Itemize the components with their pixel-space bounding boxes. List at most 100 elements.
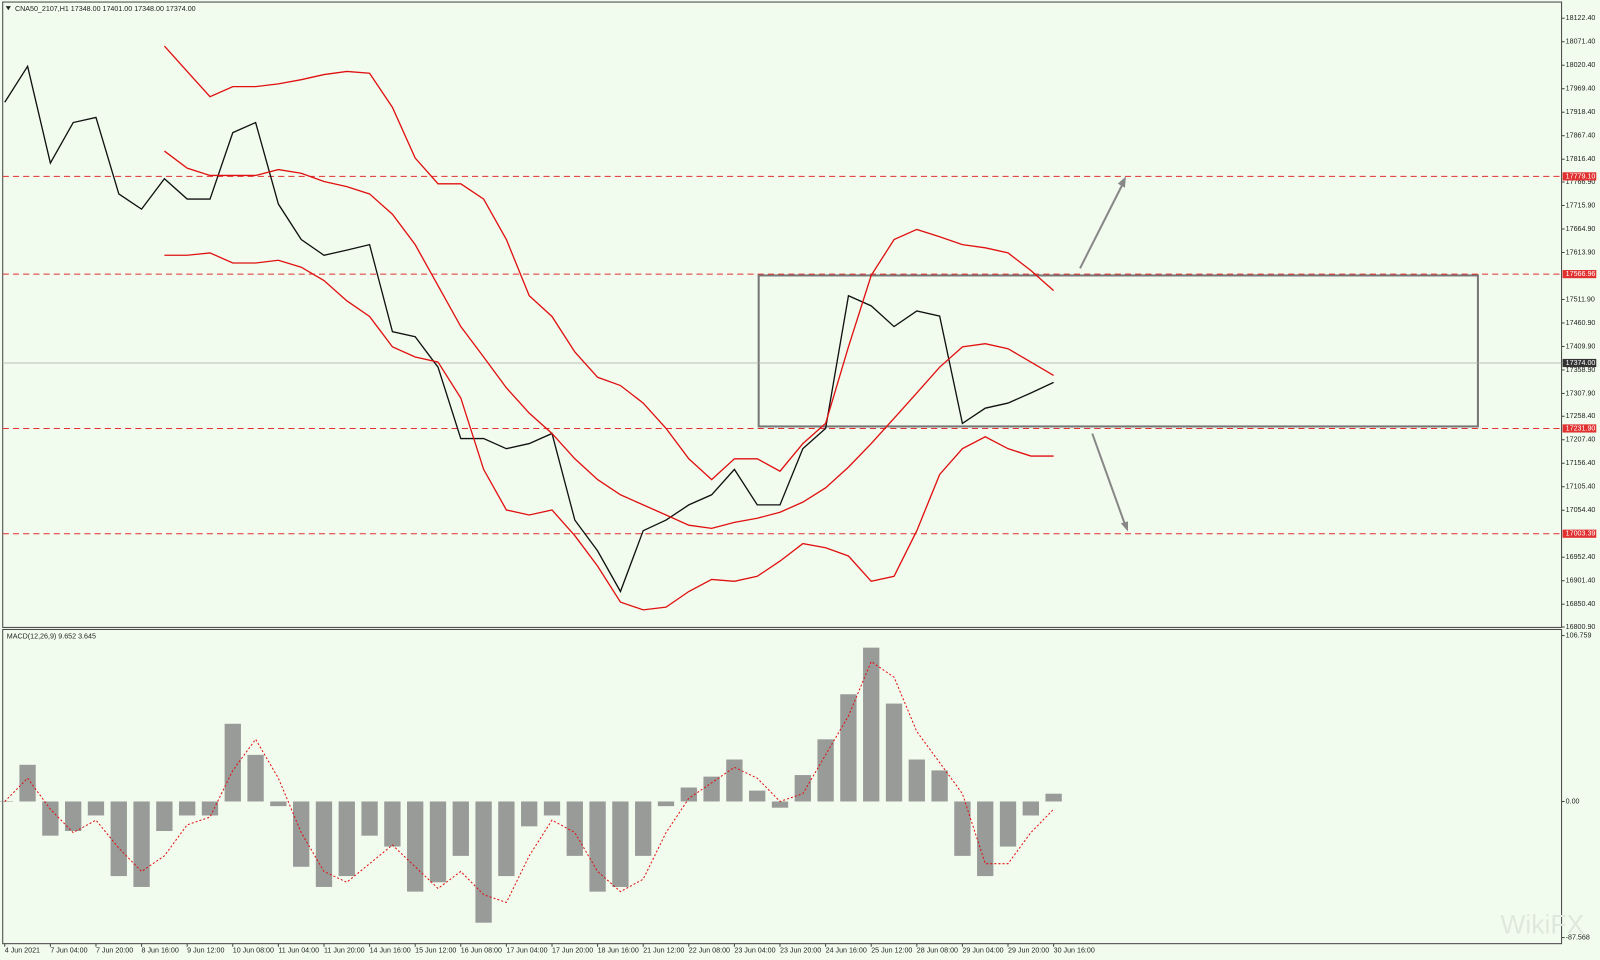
macd-bar bbox=[657, 801, 675, 807]
series-line bbox=[4, 660, 1054, 904]
x-tick-label: 7 Jun 20:00 bbox=[96, 947, 133, 955]
y-tick-label: 17766.90 bbox=[1566, 178, 1596, 186]
x-tick-label: 8 Jun 16:00 bbox=[142, 947, 179, 955]
macd-bar bbox=[612, 801, 629, 887]
macd-bar bbox=[840, 694, 857, 802]
x-tick-label: 28 Jun 08:00 bbox=[917, 947, 958, 955]
y-tick-label: 17156.40 bbox=[1566, 459, 1596, 467]
y-tick-label: 18071.40 bbox=[1566, 38, 1596, 46]
x-tick-label: 15 Jun 12:00 bbox=[415, 947, 456, 955]
x-tick-label: 7 Jun 04:00 bbox=[50, 947, 87, 955]
x-tick-label: 11 Jun 04:00 bbox=[278, 947, 319, 955]
x-tick-label: 23 Jun 04:00 bbox=[734, 947, 775, 955]
arrow-down bbox=[1091, 433, 1126, 525]
y-tick-label: 106.759 bbox=[1566, 631, 1592, 639]
macd-bar bbox=[999, 801, 1017, 847]
macd-bar bbox=[635, 801, 652, 856]
macd-bar bbox=[0, 801, 13, 802]
macd-bar bbox=[87, 801, 105, 816]
macd-bar bbox=[931, 770, 948, 802]
y-tick-label: 17613.90 bbox=[1566, 248, 1596, 256]
macd-bar bbox=[315, 801, 333, 887]
y-tick-label: 16901.40 bbox=[1566, 577, 1596, 585]
macd-bar bbox=[65, 801, 82, 832]
macd-bar bbox=[429, 801, 447, 883]
y-tick-label: 17105.40 bbox=[1566, 483, 1596, 491]
x-tick-label: 21 Jun 12:00 bbox=[643, 947, 684, 955]
macd-bar bbox=[680, 787, 697, 802]
y-tick-label: 17054.40 bbox=[1566, 506, 1596, 514]
x-tick-label: 29 Jun 20:00 bbox=[1008, 947, 1049, 955]
macd-frame bbox=[2, 628, 1563, 945]
x-tick-label: 17 Jun 20:00 bbox=[552, 947, 593, 955]
y-tick-label: 18122.40 bbox=[1566, 14, 1596, 22]
watermark: WikiFX bbox=[1500, 909, 1584, 939]
x-tick-label: 30 Jun 16:00 bbox=[1054, 947, 1095, 955]
macd-bar bbox=[110, 801, 127, 877]
macd-bar bbox=[908, 759, 925, 802]
level-label-box bbox=[1562, 424, 1597, 433]
macd-bar bbox=[384, 801, 401, 847]
level-label: 17779.10 bbox=[1566, 172, 1596, 180]
macd-bar bbox=[179, 801, 196, 816]
level-label: 17566.96 bbox=[1566, 270, 1596, 278]
x-tick-label: 11 Jun 20:00 bbox=[324, 947, 365, 955]
macd-bar bbox=[726, 759, 743, 802]
macd-bar bbox=[885, 703, 903, 802]
x-tick-label: 14 Jun 16:00 bbox=[370, 947, 411, 955]
chart-title: CNA50_2107,H1 17348.00 17401.00 17348.00… bbox=[15, 5, 196, 13]
y-tick-label: 17207.40 bbox=[1566, 436, 1596, 444]
arrow-down-head bbox=[1120, 521, 1128, 532]
y-tick-label: 17307.90 bbox=[1566, 389, 1596, 397]
level-label: 17003.39 bbox=[1566, 530, 1596, 538]
level-label: 17231.90 bbox=[1566, 424, 1596, 432]
x-tick-label: 25 Jun 12:00 bbox=[871, 947, 912, 955]
level-label-box bbox=[1562, 270, 1597, 279]
macd-bar bbox=[293, 801, 310, 867]
macd-bar bbox=[498, 801, 515, 877]
macd-bar bbox=[977, 801, 994, 877]
y-tick-label: 17258.40 bbox=[1566, 412, 1596, 420]
current-price-label: 17374.00 bbox=[1566, 359, 1596, 367]
macd-bar bbox=[589, 801, 606, 892]
macd-bar bbox=[475, 801, 492, 923]
x-tick-label: 4 Jun 2021 bbox=[5, 947, 40, 955]
macd-bar bbox=[42, 801, 59, 836]
macd-bar bbox=[224, 723, 241, 802]
series-line bbox=[164, 150, 1054, 530]
macd-bar bbox=[361, 801, 378, 836]
series-line bbox=[4, 64, 1054, 594]
macd-bar bbox=[817, 739, 834, 802]
y-tick-label: 16850.40 bbox=[1566, 600, 1596, 608]
macd-bar bbox=[1022, 801, 1039, 816]
y-tick-label: 17511.90 bbox=[1566, 295, 1595, 303]
macd-bar bbox=[452, 801, 469, 856]
y-tick-label: 17715.90 bbox=[1566, 201, 1596, 209]
y-tick-label: -87.568 bbox=[1566, 933, 1590, 941]
y-tick-label: 17460.90 bbox=[1566, 319, 1596, 327]
y-tick-label: 17664.90 bbox=[1566, 225, 1596, 233]
macd-bar bbox=[247, 754, 264, 802]
series-line bbox=[164, 252, 1054, 611]
macd-bar bbox=[521, 801, 538, 827]
range-box bbox=[757, 274, 1479, 428]
current-price-box bbox=[1562, 358, 1597, 368]
level-label-box bbox=[1562, 172, 1597, 181]
macd-bar bbox=[566, 801, 583, 856]
x-tick-label: 16 Jun 08:00 bbox=[461, 947, 502, 955]
macd-bar bbox=[794, 775, 811, 802]
series-line bbox=[163, 45, 1055, 481]
macd-bar bbox=[338, 801, 355, 877]
y-tick-label: 17358.90 bbox=[1566, 366, 1596, 374]
macd-bar bbox=[19, 764, 36, 802]
title-arrow bbox=[5, 6, 11, 11]
price-frame bbox=[2, 1, 1563, 628]
x-tick-label: 10 Jun 08:00 bbox=[233, 947, 274, 955]
macd-bar bbox=[703, 776, 720, 802]
macd-bar bbox=[270, 801, 287, 807]
x-tick-label: 18 Jun 16:00 bbox=[598, 947, 639, 955]
macd-bar bbox=[1045, 793, 1062, 802]
macd-bar bbox=[543, 801, 561, 816]
